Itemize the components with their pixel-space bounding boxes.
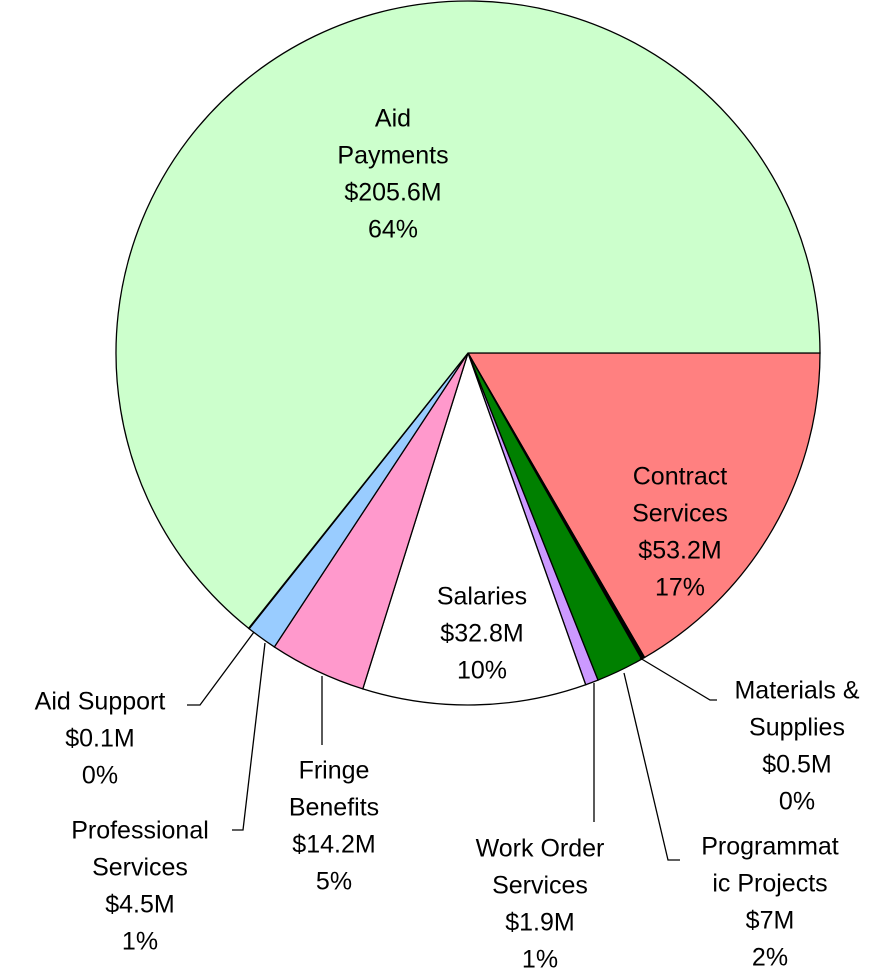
percent-label: 1% [122, 928, 158, 956]
slice-label: ic Projects [712, 870, 827, 898]
value-label: $14.2M [292, 831, 375, 859]
percent-label: 0% [779, 788, 815, 816]
slice-label: Materials & [734, 677, 859, 705]
slice-label: Professional [71, 817, 209, 845]
value-label: $7M [746, 907, 795, 935]
value-label: $53.2M [638, 537, 721, 565]
slice-label: Fringe [299, 757, 370, 785]
percent-label: 1% [522, 946, 558, 974]
slice-label: Work Order [476, 835, 605, 863]
slice-label: Benefits [289, 794, 379, 822]
value-label: $1.9M [505, 909, 574, 937]
slice-label: Services [492, 872, 588, 900]
percent-label: 0% [82, 762, 118, 790]
slice-label: Aid Support [35, 688, 166, 716]
pie-slice [361, 350, 587, 706]
value-label: $4.5M [105, 891, 174, 919]
leader-line [187, 631, 255, 706]
leader-line [623, 672, 680, 861]
pie-slice [115, 0, 821, 630]
value-label: $205.6M [344, 179, 441, 207]
percent-label: 2% [752, 944, 788, 972]
slice-label: Services [632, 500, 728, 528]
slice-label: Payments [337, 142, 448, 170]
value-label: $32.8M [440, 620, 523, 648]
percent-label: 17% [655, 574, 705, 602]
pie-slice [466, 352, 821, 659]
percent-label: 10% [457, 657, 507, 685]
leader-line [639, 657, 717, 701]
slice-label: Contract [633, 463, 728, 491]
value-label: $0.5M [762, 751, 831, 779]
leader-line [232, 642, 266, 831]
slice-label: Salaries [437, 583, 527, 611]
slice-label: Aid [375, 105, 411, 133]
value-label: $0.1M [65, 725, 134, 753]
slice-label: Supplies [749, 714, 845, 742]
slice-label: Services [92, 854, 188, 882]
percent-label: 5% [316, 868, 352, 896]
slice-label: Programmat [701, 833, 839, 861]
percent-label: 64% [368, 216, 418, 244]
